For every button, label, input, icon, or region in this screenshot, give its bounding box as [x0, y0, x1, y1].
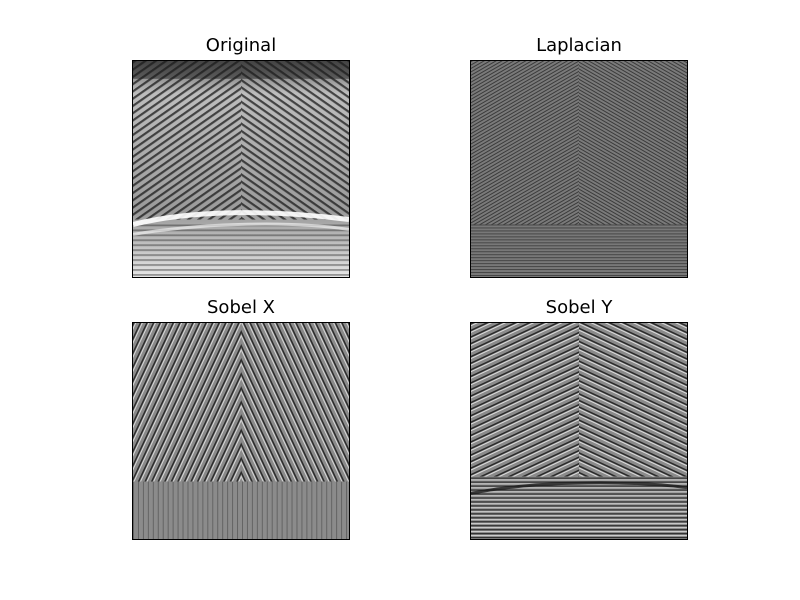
- sobel-y-image-svg: [471, 323, 687, 539]
- fingerprint-image-original: [132, 60, 350, 278]
- panel-title: Original: [205, 35, 277, 56]
- panel-title: Sobel X: [207, 297, 275, 318]
- fingerprint-image-sobel-x: [132, 322, 350, 540]
- panel-title: Sobel Y: [545, 297, 613, 318]
- fingerprint-image-laplacian: [470, 60, 688, 278]
- original-image-svg: [133, 61, 349, 277]
- fingerprint-image-sobel-y: [470, 322, 688, 540]
- laplacian-image-svg: [471, 61, 687, 277]
- sobel-x-image-svg: [133, 323, 349, 539]
- panel-title: Laplacian: [536, 35, 622, 56]
